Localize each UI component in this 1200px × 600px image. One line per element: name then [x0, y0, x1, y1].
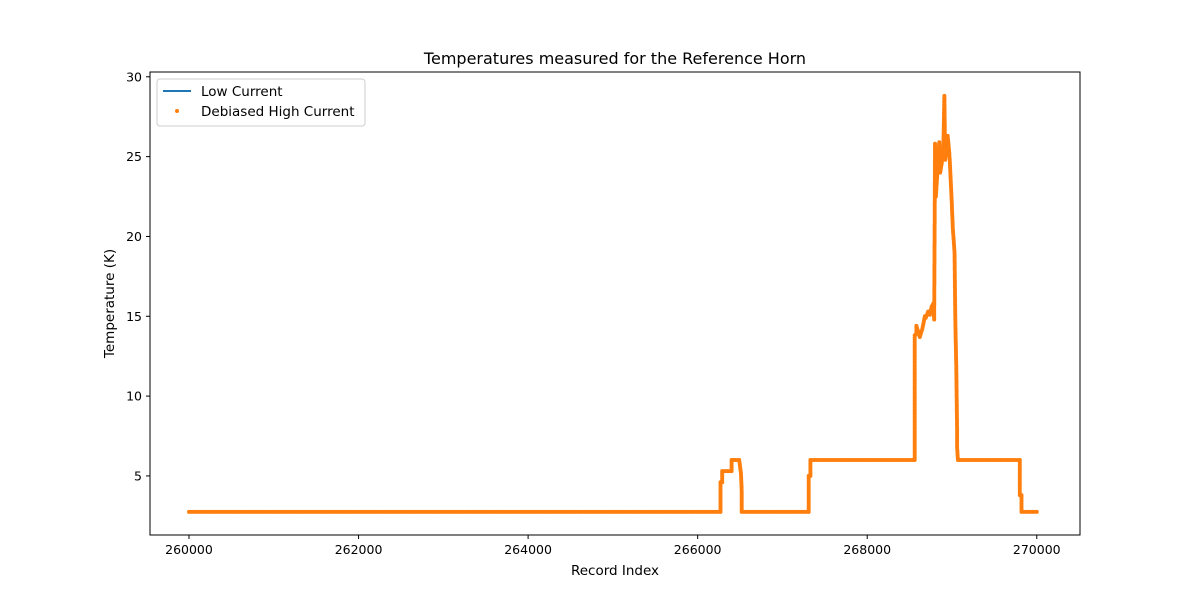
y-tick-label: 10	[126, 389, 142, 404]
series-points-high-current	[187, 93, 1039, 514]
legend-label-high-current: Debiased High Current	[201, 104, 355, 120]
plot-area	[187, 93, 1039, 514]
y-tick-label: 30	[126, 69, 142, 84]
x-tick-label: 266000	[674, 542, 722, 557]
plot-frame	[149, 71, 1081, 536]
legend: Low Current Debiased High Current	[156, 78, 366, 127]
y-axis-label: Temperature (K)	[102, 249, 118, 359]
legend-label-low-current: Low Current	[201, 84, 283, 100]
y-tick-label: 25	[126, 149, 142, 164]
x-tick-label: 268000	[843, 542, 891, 557]
y-tick-label: 15	[126, 309, 142, 324]
legend-dot-swatch	[175, 109, 179, 113]
data-point	[1034, 509, 1039, 514]
y-tick-label: 5	[134, 468, 142, 483]
x-tick-label: 262000	[335, 542, 383, 557]
axis-ticks: 260000 262000 264000 266000 268000 270000 5 10 1…	[126, 69, 1061, 557]
chart-title: Temperatures measured for the Reference …	[423, 49, 806, 68]
x-tick-label: 260000	[165, 542, 213, 557]
legend-box	[156, 78, 366, 127]
x-axis-label: Record Index	[571, 563, 659, 579]
y-tick-label: 20	[126, 229, 142, 244]
x-tick-label: 270000	[1013, 542, 1061, 557]
x-tick-label: 264000	[504, 542, 552, 557]
